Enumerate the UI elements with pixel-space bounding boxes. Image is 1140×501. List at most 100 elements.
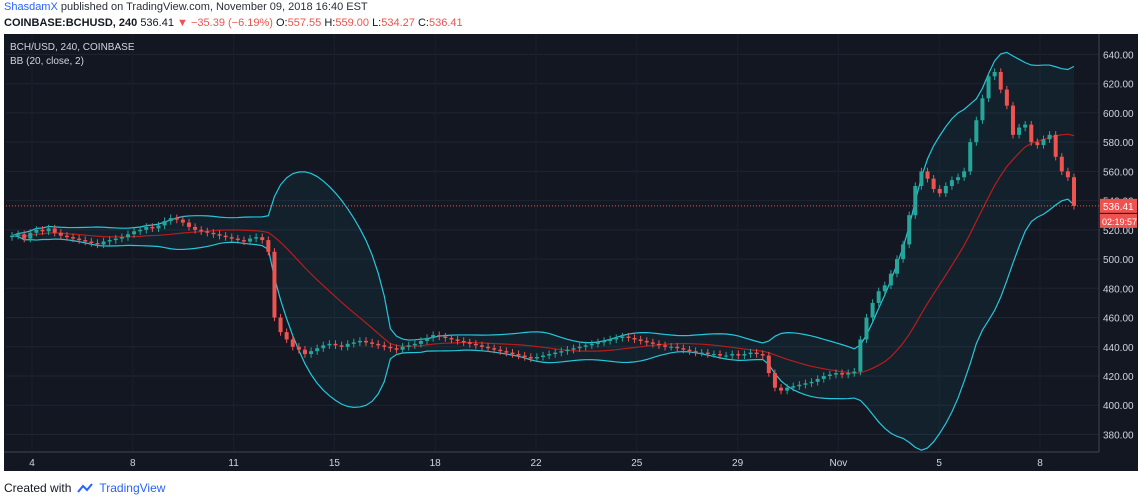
candle-body [840, 373, 845, 375]
chart-area[interactable]: 640.00620.00600.00580.00560.00540.00520.… [4, 34, 1138, 471]
candle-body [644, 340, 649, 343]
candle-body [541, 355, 545, 357]
y-tick-label: 400.00 [1103, 401, 1134, 412]
candle-body [217, 234, 222, 236]
x-tick-label: 8 [130, 458, 136, 469]
candle-body [632, 338, 637, 340]
candle-body [302, 349, 307, 355]
chart-canvas[interactable]: 640.00620.00600.00580.00560.00540.00520.… [4, 34, 1138, 471]
y-tick-label: 480.00 [1103, 284, 1134, 295]
candle-body [858, 339, 863, 372]
candle-body [22, 234, 27, 239]
tradingview-logo-icon[interactable] [77, 482, 94, 494]
candle-body [248, 238, 253, 242]
candle-body [821, 376, 826, 379]
change-arrow-icon: ▼ [177, 17, 188, 29]
candle-body [919, 171, 924, 186]
candle-body [107, 240, 112, 242]
candle-body [956, 177, 961, 181]
candle-body [10, 235, 14, 238]
candle-body [40, 229, 45, 232]
candle-body [498, 349, 503, 352]
candle-body [736, 354, 741, 356]
candle-body [846, 373, 851, 375]
candle-body [626, 336, 631, 338]
candle-body [901, 244, 906, 260]
x-tick-label: 25 [631, 458, 643, 469]
candle-body [321, 345, 326, 349]
candle-body [254, 237, 259, 239]
candle-body [1010, 105, 1015, 135]
tradingview-link[interactable]: TradingView [99, 481, 166, 495]
y-tick-label: 500.00 [1103, 255, 1134, 266]
candle-body [724, 355, 729, 357]
candle-body [473, 343, 478, 346]
chart-title: BCH/USD, 240, COINBASE [10, 42, 135, 53]
candle-body [687, 349, 692, 352]
candle-body [357, 340, 362, 343]
candle-body [937, 188, 942, 194]
candle-body [656, 343, 661, 346]
candle-body [675, 346, 680, 349]
candle-body [241, 240, 246, 242]
candle-body [803, 383, 808, 385]
symbol-label: COINBASE:BCHUSD, 240 [4, 17, 138, 29]
y-tick-label: 600.00 [1103, 109, 1134, 120]
y-tick-label: 380.00 [1103, 430, 1134, 441]
candle-body [162, 221, 167, 226]
candle-body [1041, 139, 1046, 146]
candle-body [455, 339, 460, 341]
y-tick-label: 440.00 [1103, 343, 1134, 354]
candle-body [461, 340, 466, 343]
candle-body [589, 343, 594, 346]
candle-body [925, 171, 930, 179]
candle-body [431, 335, 436, 338]
indicator-label[interactable]: BB (20, close, 2) [10, 56, 84, 67]
candle-body [223, 235, 228, 238]
candle-body [364, 340, 368, 343]
candle-body [174, 218, 179, 220]
x-tick-label: 22 [530, 458, 542, 469]
x-tick-label: 5 [936, 458, 942, 469]
x-tick-label: 18 [430, 458, 442, 469]
candle-body [144, 226, 149, 230]
candle-body [760, 354, 765, 356]
candle-body [95, 243, 100, 245]
candle-body [949, 180, 954, 186]
candle-body [980, 98, 985, 121]
author-link[interactable]: ShasdamX [4, 1, 58, 13]
candle-body [101, 241, 106, 245]
candle-body [699, 352, 704, 354]
y-tick-label: 560.00 [1103, 167, 1134, 178]
candle-body [119, 237, 124, 239]
candle-body [968, 142, 973, 172]
price-change: −35.39 (−6.19%) [190, 17, 273, 29]
candle-body [425, 338, 430, 341]
x-tick-label: 15 [329, 458, 341, 469]
candle-body [449, 338, 454, 340]
candle-body [730, 354, 735, 356]
candle-body [370, 342, 375, 344]
candle-body [339, 345, 344, 347]
last-price: 536.41 [140, 17, 174, 29]
candle-body [1047, 134, 1052, 140]
candle-body [870, 302, 875, 318]
candle-body [943, 186, 948, 194]
candle-body [504, 351, 509, 353]
candle-body [83, 240, 88, 242]
symbol-ohlc-bar: COINBASE:BCHUSD, 240 536.41 ▼ −35.39 (−6… [4, 17, 463, 33]
candle-body [1072, 177, 1076, 206]
y-tick-label: 620.00 [1103, 80, 1134, 91]
candle-body [113, 238, 118, 241]
candle-body [418, 340, 423, 344]
y-tick-label: 460.00 [1103, 314, 1134, 325]
candle-body [443, 336, 448, 338]
candle-body [754, 352, 759, 355]
countdown-label-box [1100, 213, 1137, 228]
candle-body [77, 238, 82, 241]
candle-body [71, 237, 76, 239]
candle-body [28, 232, 33, 239]
footer: Created with TradingView [4, 478, 165, 498]
candle-body [534, 357, 539, 359]
candle-body [669, 346, 674, 348]
